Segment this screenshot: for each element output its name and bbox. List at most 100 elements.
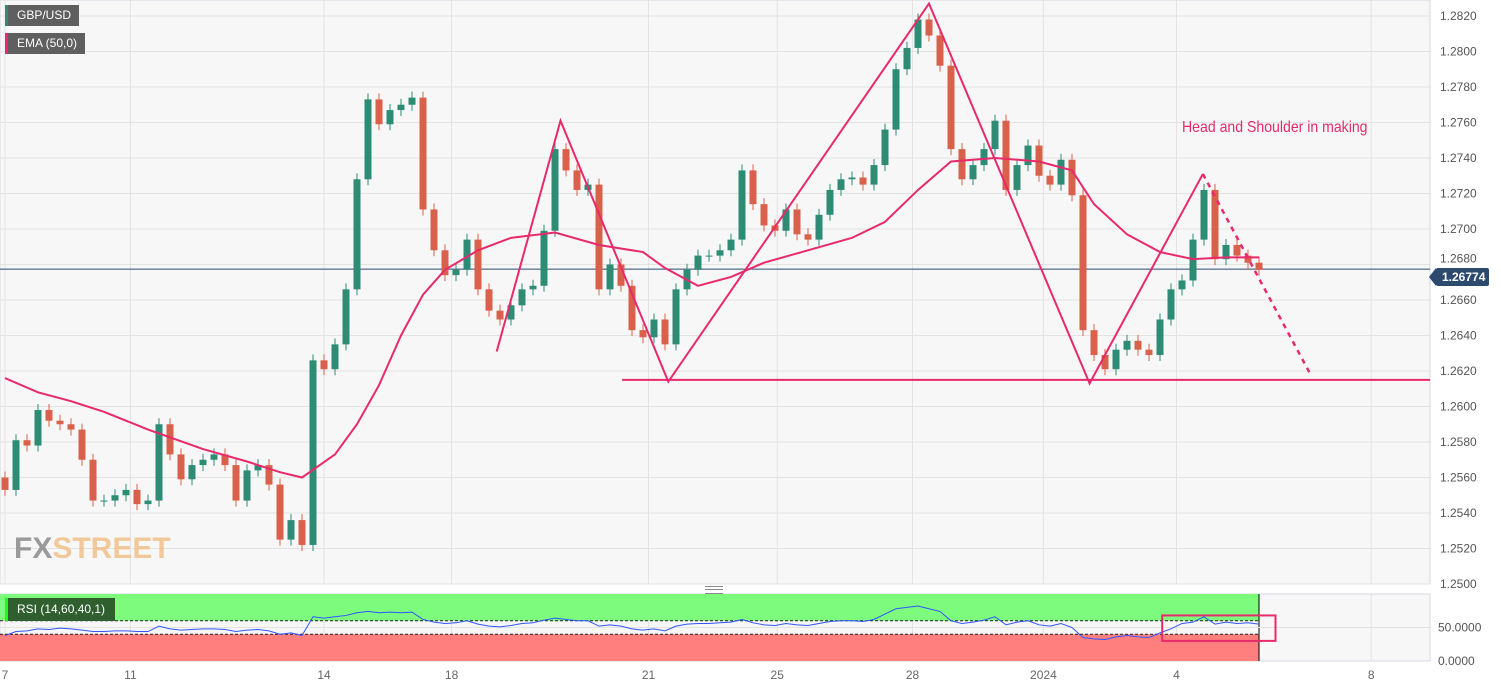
price-tick-label: 1.2560 [1440, 470, 1477, 484]
candle [166, 418, 174, 461]
candle-body [375, 99, 383, 125]
candle [1178, 274, 1186, 296]
price-tick-label: 1.2600 [1440, 399, 1477, 413]
candle-body [1, 477, 9, 490]
ema-legend[interactable]: EMA (50,0) [5, 33, 86, 54]
candle-body [408, 97, 416, 105]
candle [936, 29, 944, 72]
candle [485, 283, 493, 317]
candle-body [518, 289, 526, 306]
candle-body [914, 19, 922, 48]
candle-body [1211, 189, 1219, 260]
candle-body [364, 99, 372, 180]
candle-body [595, 184, 603, 290]
candle-body [144, 500, 152, 505]
candle [111, 489, 119, 507]
candle-body [1255, 262, 1263, 270]
candle [243, 464, 251, 507]
candle-body [529, 285, 537, 290]
candle-body [837, 179, 845, 190]
candle-body [870, 165, 878, 185]
candle-body [67, 424, 75, 430]
candle-body [551, 149, 559, 231]
candle [507, 299, 515, 326]
date-tick-label: 8 [1368, 668, 1375, 682]
candle [672, 283, 680, 351]
candle-body [705, 255, 713, 257]
head-shoulders-pattern-line [495, 1, 1204, 386]
candle-body [309, 360, 317, 545]
candle [1046, 169, 1054, 191]
rsi-legend[interactable]: RSI (14,60,40,1) [5, 598, 116, 621]
candle-body [947, 65, 955, 150]
candle [782, 203, 790, 237]
price-tick-label: 1.2580 [1440, 435, 1477, 449]
candle-body [221, 454, 229, 466]
candle [199, 453, 207, 472]
candle-body [925, 19, 933, 36]
candle-body [166, 424, 174, 455]
candle [342, 283, 350, 351]
candle [870, 159, 878, 191]
candle [1123, 334, 1131, 356]
fxstreet-watermark: FXSTREET [14, 532, 171, 566]
candle-body [1167, 289, 1175, 320]
date-tick-label: 25 [771, 668, 785, 682]
candle [386, 104, 394, 131]
candle-body [507, 305, 515, 320]
candle-body [276, 484, 284, 540]
candle-body [386, 110, 394, 125]
ema-line [4, 156, 1259, 479]
candle [705, 249, 713, 262]
candle [804, 228, 812, 246]
candle [463, 233, 471, 276]
candle-body [254, 465, 262, 471]
candle-body [991, 120, 999, 150]
candle-body [1156, 319, 1164, 356]
candle-body [606, 264, 614, 290]
candle [474, 233, 482, 296]
candle [969, 159, 977, 186]
panel-resize-handle[interactable] [705, 586, 723, 594]
candle [848, 171, 856, 186]
candle-body [1222, 244, 1230, 260]
candle-body [1013, 165, 1021, 190]
candle [661, 313, 669, 351]
candle [320, 354, 328, 376]
candle-body [298, 520, 306, 545]
candle [375, 93, 383, 131]
candle-body [672, 289, 680, 345]
candle [144, 494, 152, 511]
price-tick-label: 1.2620 [1440, 364, 1477, 378]
candle [496, 304, 504, 326]
candle-body [694, 255, 702, 270]
candle-body [1090, 330, 1098, 356]
price-tick-label: 1.2820 [1440, 9, 1477, 23]
candle-body [452, 269, 460, 276]
price-tick-label: 1.2780 [1440, 80, 1477, 94]
candle [56, 414, 64, 431]
candle-body [936, 35, 944, 66]
candle-body [56, 420, 64, 425]
candle-body [628, 285, 636, 331]
candle-body [34, 410, 42, 446]
candle-body [243, 470, 251, 501]
date-tick-label: 14 [317, 668, 331, 682]
candle-body [617, 264, 625, 286]
candle [826, 183, 834, 221]
candle [287, 514, 295, 546]
symbol-legend[interactable]: GBP/USD [5, 5, 80, 26]
candle [1222, 238, 1230, 266]
rsi-color-bar [5, 598, 8, 621]
candle [573, 164, 581, 196]
date-tick-label: 4 [1173, 668, 1180, 682]
price-tick-label: 1.2720 [1440, 186, 1477, 200]
candle-body [342, 289, 350, 345]
candle-body [419, 97, 427, 210]
candle-body [111, 495, 119, 501]
candle-body [441, 250, 449, 276]
candle-body [199, 459, 207, 466]
candle [606, 258, 614, 296]
price-tick-label: 1.2700 [1440, 222, 1477, 236]
